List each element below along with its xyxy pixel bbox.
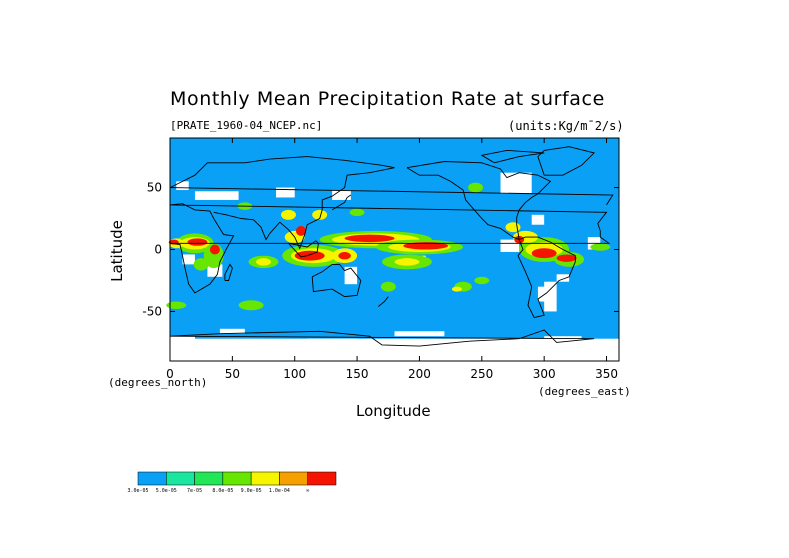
- colorbar-swatch: [166, 471, 195, 486]
- precip-cell: [344, 234, 395, 243]
- colorbar-label: 7e-05: [187, 488, 202, 494]
- x-tick-label: 0: [166, 367, 174, 381]
- coastline: [169, 156, 614, 206]
- precip-cell: [556, 254, 577, 262]
- colorbar-swatch: [222, 471, 252, 486]
- x-unit-label: (degrees_north): [108, 376, 208, 389]
- missing-data-cell: [170, 336, 195, 347]
- colorbar-swatch: [194, 471, 224, 486]
- coastline: [311, 263, 362, 298]
- source-file-label: [PRATE_1960-04_NCEP.nc]: [170, 119, 323, 132]
- coastline: [331, 194, 352, 211]
- colorbar-swatch: [307, 471, 337, 486]
- precip-cell: [380, 281, 396, 292]
- coastline: [213, 167, 395, 250]
- missing-data-cell: [537, 286, 551, 302]
- missing-data-cell: [419, 341, 457, 349]
- coastline-layer: [169, 146, 614, 347]
- missing-data-cell: [307, 338, 358, 349]
- coastline: [517, 236, 576, 319]
- colorbar-swatch: [279, 471, 308, 486]
- coastline: [224, 263, 233, 281]
- precip-cell: [166, 301, 187, 309]
- precip-cell: [451, 286, 462, 292]
- precip-cell: [209, 244, 220, 255]
- precip-cell: [531, 248, 557, 259]
- colorbar-label: 8.0e-05: [212, 488, 233, 494]
- x-tick-label: 250: [470, 367, 493, 381]
- x-tick-label: 300: [533, 367, 556, 381]
- precip-cell: [193, 258, 209, 271]
- missing-data-cell: [176, 181, 189, 191]
- missing-data-layer: [170, 172, 619, 361]
- missing-data-cell: [219, 341, 270, 349]
- missing-data-cell: [531, 214, 545, 225]
- coastline: [537, 146, 595, 176]
- precip-cell: [590, 243, 611, 251]
- precip-cell: [338, 251, 351, 260]
- x-unit-label-east: (degrees_east): [538, 385, 631, 398]
- precipitation-layer: [166, 182, 611, 311]
- colorbar-label: 1.0e-04: [269, 488, 290, 494]
- precip-cell: [312, 209, 328, 220]
- precip-cell: [394, 258, 420, 266]
- missing-data-cell: [332, 190, 351, 200]
- colorbar-label: 3.0e-05: [127, 488, 148, 494]
- x-tick-label: 100: [283, 367, 306, 381]
- missing-data-cell: [556, 274, 570, 282]
- precip-cell: [187, 238, 208, 246]
- missing-data-cell: [344, 266, 358, 285]
- colorbar-label: 5.0e-05: [156, 488, 177, 494]
- axis-ticks: 0 50 100 150 200 250 300 350 50 0 -50: [142, 138, 619, 381]
- coastline: [288, 240, 319, 258]
- missing-data-cell: [219, 328, 245, 334]
- precip-cell: [295, 225, 306, 236]
- missing-data-cell: [276, 187, 295, 198]
- y-tick-label: -50: [142, 304, 162, 318]
- coastline: [406, 161, 552, 241]
- missing-data-cell: [170, 338, 619, 361]
- x-tick-label: 50: [225, 367, 240, 381]
- units-label: (units:Kg/m¯2/s): [508, 119, 624, 133]
- colorbar-label: ∞: [306, 488, 309, 494]
- x-tick-label: 350: [595, 367, 618, 381]
- y-tick-label: 0: [154, 243, 162, 257]
- missing-data-cell: [500, 172, 532, 194]
- colorbar-swatch: [250, 471, 280, 486]
- chart-title: Monthly Mean Precipitation Rate at surfa…: [170, 88, 605, 110]
- colorbar-swatch: [137, 471, 167, 486]
- y-tick-label: 50: [147, 181, 162, 195]
- coastline: [378, 296, 389, 307]
- precip-cell: [238, 300, 264, 311]
- missing-data-cell: [394, 331, 445, 337]
- missing-data-cell: [194, 191, 239, 200]
- precip-cell: [349, 208, 365, 217]
- precip-cell: [294, 250, 325, 261]
- missing-data-cell: [182, 254, 195, 265]
- x-axis-label: Longitude: [356, 402, 431, 420]
- precip-cell: [281, 209, 296, 220]
- x-tick-label: 150: [346, 367, 369, 381]
- precip-cell: [403, 242, 449, 250]
- missing-data-cell: [500, 239, 520, 252]
- coastline: [169, 203, 611, 294]
- colorbar-label: 9.0e-05: [241, 488, 262, 494]
- x-tick-label: 200: [408, 367, 431, 381]
- precip-cell: [474, 276, 490, 285]
- coastline: [169, 329, 595, 347]
- precip-cell: [468, 182, 484, 193]
- coastline: [480, 149, 545, 164]
- precip-cell: [256, 258, 272, 266]
